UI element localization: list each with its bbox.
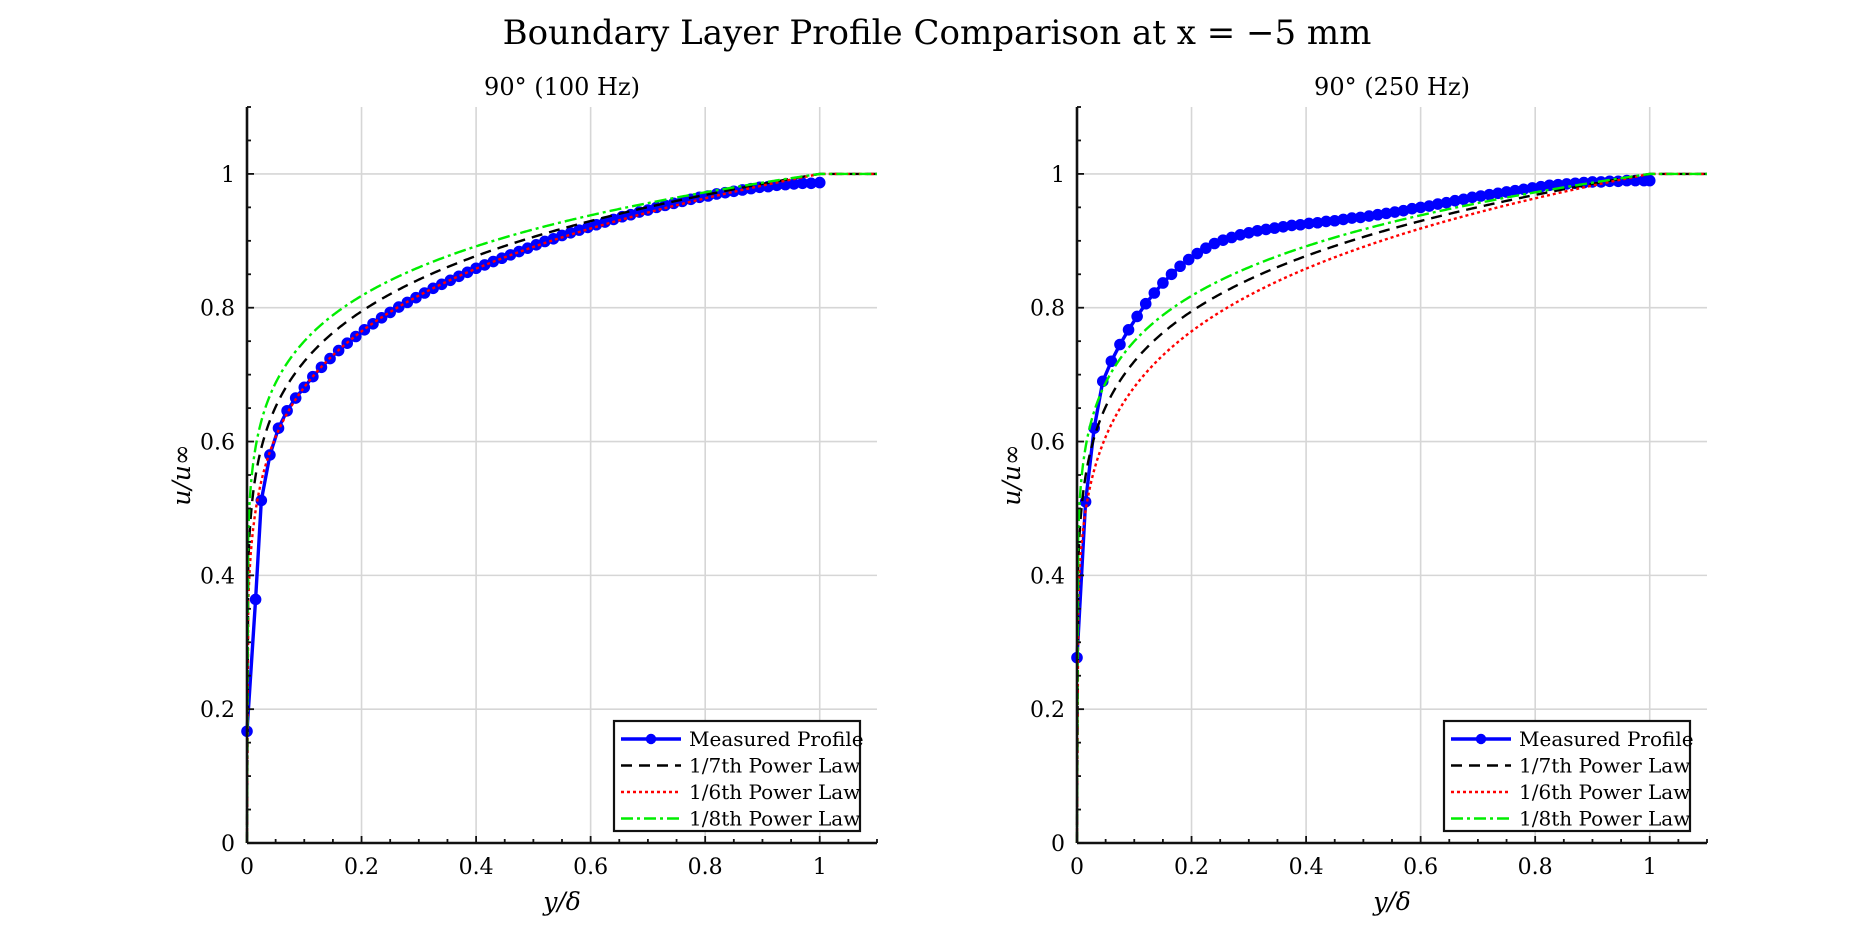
- data-point: [1139, 297, 1152, 310]
- data-point: [1643, 174, 1656, 187]
- y-tick-label: 1: [221, 163, 235, 188]
- subplot-title: 90° (100 Hz): [484, 73, 640, 101]
- x-tick-label: 0.4: [459, 855, 494, 880]
- x-tick-label: 0.6: [1403, 855, 1438, 880]
- data-point: [1165, 268, 1178, 281]
- legend-label: 1/6th Power Law: [689, 780, 860, 804]
- data-point: [1105, 355, 1118, 368]
- y-tick-label: 1: [1051, 163, 1065, 188]
- subplot-100hz: 0 0.2 0.4 0.6 0.8 1 0 0.2 0.4 0.6 0.8 1 90° (100 Hz)…: [167, 73, 878, 916]
- legend-swatch-marker: [645, 733, 657, 745]
- x-tick-label: 0: [1070, 855, 1084, 880]
- figure-suptitle: Boundary Layer Profile Comparison at x =…: [503, 13, 1372, 53]
- legend-swatch-marker: [1475, 733, 1487, 745]
- data-point: [1157, 277, 1169, 289]
- series-line-2: [245, 172, 877, 844]
- subplot-250hz: 0 0.2 0.4 0.6 0.8 1 0 0.2 0.4 0.6 0.8 1 90° (250 Hz)…: [997, 73, 1708, 916]
- x-tick-label: 1: [1643, 855, 1657, 880]
- data-point: [1122, 324, 1135, 336]
- x-tick-label: 0.2: [1174, 855, 1209, 880]
- data-point: [350, 330, 362, 343]
- y-tick-label: 0: [221, 832, 235, 857]
- data-point: [1114, 338, 1126, 351]
- data-point: [1148, 287, 1161, 299]
- data-point: [298, 381, 311, 394]
- data-point: [281, 404, 293, 417]
- legend-label: 1/6th Power Law: [1519, 780, 1690, 804]
- y-tick-label: 0.6: [1030, 431, 1065, 456]
- y-tick-label: 0.2: [1030, 698, 1065, 723]
- y-axis-label: u/u∞: [997, 444, 1026, 505]
- data-point: [249, 593, 262, 606]
- data-point: [813, 176, 826, 189]
- x-axis-label: y/δ: [542, 887, 581, 916]
- data-point: [384, 306, 396, 319]
- y-axis-label: u/u∞: [167, 444, 196, 505]
- x-axis-label: y/δ: [1372, 887, 1411, 916]
- series-line-1: [245, 172, 877, 844]
- data-point: [1191, 247, 1204, 260]
- y-tick-label: 0.8: [1030, 297, 1065, 322]
- series-line-2: [1075, 172, 1707, 844]
- legend-label: 1/7th Power Law: [1519, 754, 1690, 778]
- data-point: [1182, 253, 1195, 266]
- legend-label: 1/8th Power Law: [689, 807, 860, 831]
- y-tick-label: 0.4: [200, 564, 235, 589]
- y-tick-label: 0.8: [200, 297, 235, 322]
- series-line-3: [1075, 172, 1707, 844]
- x-tick-label: 0.4: [1289, 855, 1324, 880]
- x-tick-label: 0.2: [344, 855, 379, 880]
- legend-label: 1/7th Power Law: [689, 754, 860, 778]
- x-tick-label: 0.8: [1518, 855, 1553, 880]
- data-point: [1174, 260, 1186, 273]
- legend-label: Measured Profile: [689, 727, 864, 751]
- series-line-0: [245, 180, 820, 732]
- subplot-title: 90° (250 Hz): [1314, 73, 1470, 101]
- y-tick-label: 0.2: [200, 698, 235, 723]
- series-line-3: [245, 172, 877, 844]
- y-tick-label: 0: [1051, 832, 1065, 857]
- x-tick-label: 0.6: [573, 855, 608, 880]
- x-tick-label: 0: [240, 855, 254, 880]
- x-tick-label: 1: [813, 855, 827, 880]
- y-tick-label: 0.6: [200, 431, 235, 456]
- legend-label: 1/8th Power Law: [1519, 807, 1690, 831]
- y-tick-label: 0.4: [1030, 564, 1065, 589]
- x-tick-label: 0.8: [688, 855, 723, 880]
- series-line-0: [1075, 178, 1650, 658]
- series-line-1: [1075, 172, 1707, 844]
- data-point: [1131, 310, 1143, 323]
- legend-label: Measured Profile: [1519, 727, 1694, 751]
